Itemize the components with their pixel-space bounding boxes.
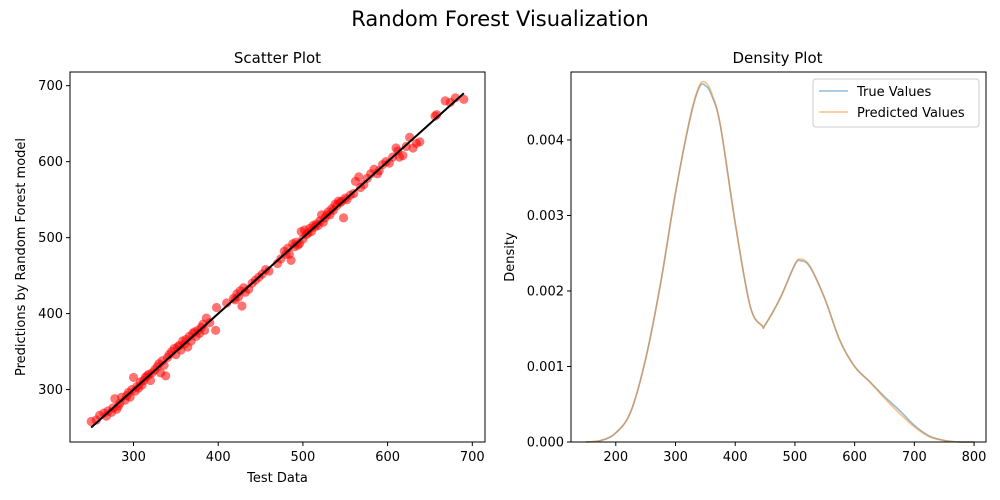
density-x-tick-label: 200	[603, 450, 628, 465]
legend-label-true-values: True Values	[856, 85, 931, 100]
scatter-point	[161, 371, 171, 381]
density-legend: True Values Predicted Values	[812, 78, 980, 128]
scatter-y-label: Predictions by Random Forest model	[14, 138, 29, 376]
density-x-tick-label: 500	[783, 450, 808, 465]
density-x-tick-label: 800	[962, 450, 987, 465]
scatter-title: Scatter Plot	[234, 49, 321, 67]
density-y-tick-label: 0.002	[527, 284, 564, 299]
scatter-chart: Scatter Plot 300 400 500 600 700 300 400 500 60…	[14, 49, 486, 486]
scatter-point	[145, 375, 156, 386]
scatter-fit-line	[90, 92, 465, 429]
legend-box	[812, 78, 980, 128]
density-title: Density Plot	[732, 49, 822, 67]
scatter-y-tick-label: 300	[38, 383, 63, 398]
density-y-tick-label: 0.003	[527, 209, 564, 224]
scatter-point	[338, 213, 349, 223]
scatter-x-tick-label: 300	[121, 450, 146, 465]
density-y-tick-label: 0.000	[527, 436, 564, 451]
scatter-y-tick-label: 500	[38, 231, 63, 246]
density-x-tick-label: 700	[902, 450, 927, 465]
scatter-y-tick-label: 400	[38, 307, 63, 322]
scatter-point	[211, 325, 221, 335]
scatter-x-label: Test Data	[246, 471, 308, 486]
figure-suptitle: Random Forest Visualization	[351, 7, 648, 31]
legend-label-predicted-values: Predicted Values	[857, 106, 965, 121]
density-line-predicted-values	[585, 80, 975, 443]
density-y-tick-label: 0.004	[527, 133, 564, 148]
density-x-axis: 200 300 400 500 600 700 800	[603, 442, 986, 465]
density-lines	[585, 80, 975, 443]
density-frame	[570, 71, 987, 443]
scatter-point	[354, 172, 364, 182]
scatter-x-tick-label: 600	[375, 450, 400, 465]
density-y-label: Density	[503, 232, 518, 282]
scatter-y-tick-label: 700	[38, 79, 63, 94]
density-x-tick-label: 300	[663, 450, 688, 465]
density-x-tick-label: 400	[723, 450, 748, 465]
scatter-x-tick-label: 700	[460, 450, 485, 465]
scatter-x-tick-label: 400	[206, 450, 231, 465]
scatter-point	[211, 302, 222, 313]
density-chart: Density Plot 200 300 400 500 600 700 800 0.000…	[503, 49, 987, 465]
density-x-tick-label: 600	[842, 450, 867, 465]
density-y-tick-label: 0.001	[527, 360, 564, 375]
scatter-point	[459, 94, 469, 104]
scatter-point	[286, 255, 296, 266]
scatter-point	[128, 372, 139, 383]
scatter-point	[398, 150, 408, 161]
scatter-point	[415, 137, 425, 147]
scatter-y-axis: 300 400 500 600 700	[38, 79, 70, 398]
scatter-x-tick-label: 500	[290, 450, 315, 465]
scatter-x-axis: 300 400 500 600 700	[121, 442, 485, 465]
scatter-point	[237, 301, 247, 311]
scatter-frame	[69, 71, 486, 443]
density-y-axis: 0.000 0.001 0.002 0.003 0.004	[527, 133, 571, 451]
scatter-y-tick-label: 600	[38, 155, 63, 170]
